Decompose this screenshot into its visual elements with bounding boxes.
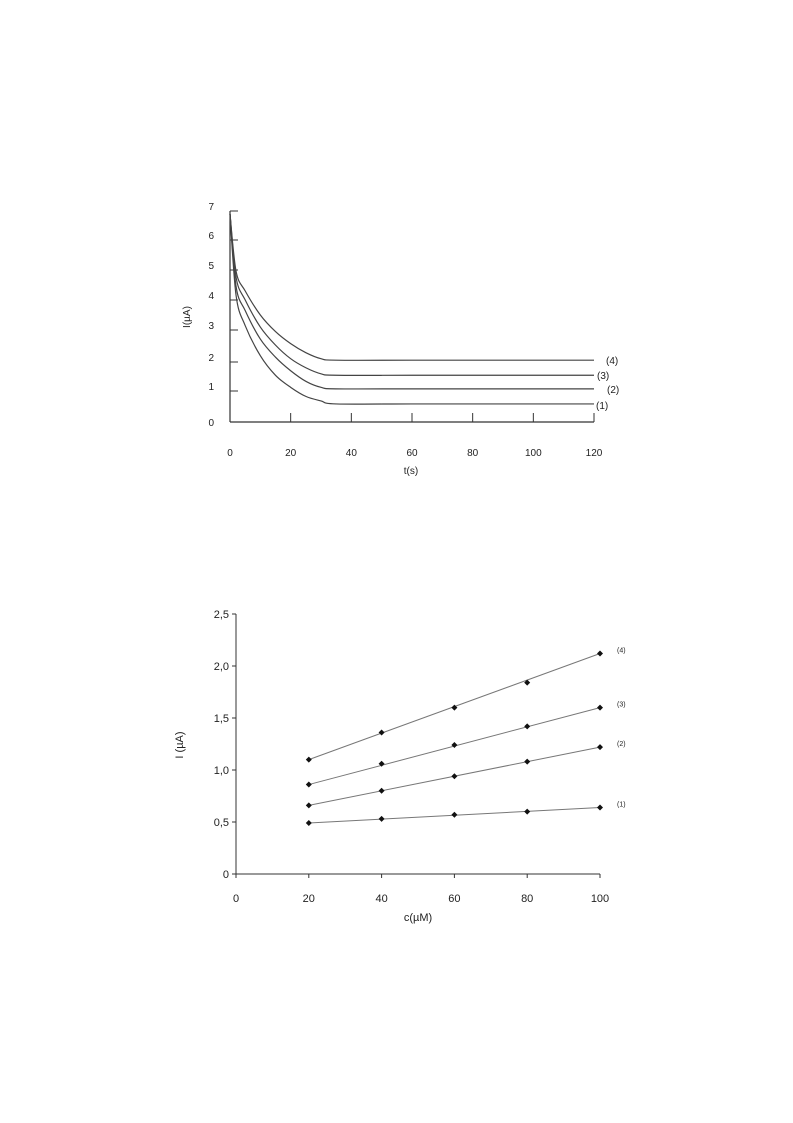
c2-series-layer: (1) (2) (3) (4) — [305, 648, 626, 827]
c2-y-tick-label: 0 — [223, 869, 229, 881]
c2-data-point — [451, 742, 458, 749]
c2-data-point — [597, 650, 603, 657]
c2-data-point — [378, 729, 385, 736]
c1-x-axis-label: t(s) — [404, 466, 418, 477]
c1-y-tick-label: 3 — [208, 321, 214, 332]
chart-current-vs-concentration: 0 0,5 1,0 1,5 2,0 2,5 0 20 40 60 80 100 (1) (2) (3) (4… — [174, 609, 626, 924]
c2-x-tick-label: 0 — [233, 893, 239, 905]
c1-y-tick-label: 6 — [208, 231, 214, 242]
c1-axes: 0 1 2 3 4 5 6 7 0 20 40 60 80 100 120 — [208, 202, 602, 459]
c2-data-point — [524, 808, 531, 815]
c2-x-tick-label: 80 — [521, 893, 533, 905]
c2-data-point — [305, 756, 312, 763]
c1-x-tick-label: 20 — [285, 448, 297, 459]
c2-series-label: (4) — [617, 648, 626, 655]
c2-x-tick-label: 60 — [448, 893, 460, 905]
chart-current-vs-time: 0 1 2 3 4 5 6 7 0 20 40 60 80 100 120 (1) (2) (3) (4) t(s… — [182, 202, 619, 477]
c2-x-tick-label: 100 — [591, 893, 609, 905]
c1-y-tick-label: 7 — [208, 202, 214, 213]
c1-series-label: (4) — [606, 356, 618, 367]
c2-series-label: (2) — [617, 741, 626, 748]
c2-y-tick-label: 2,5 — [214, 609, 229, 621]
c2-data-point — [305, 781, 312, 788]
c2-y-tick-label: 2,0 — [214, 661, 229, 673]
c1-x-tick-label: 100 — [525, 448, 542, 459]
c2-data-point — [378, 760, 385, 767]
c1-series-line — [229, 213, 594, 361]
c1-y-tick-label: 4 — [208, 291, 214, 302]
c2-data-point — [451, 811, 458, 818]
c1-x-tick-label: 60 — [406, 448, 418, 459]
c2-data-point — [597, 704, 603, 711]
c1-series-line — [229, 213, 594, 405]
c1-y-tick-label: 1 — [208, 382, 214, 393]
c1-y-axis-label: I(µA) — [182, 306, 193, 328]
c1-x-tick-label: 40 — [346, 448, 358, 459]
c1-series-label: (2) — [607, 385, 619, 396]
c1-y-tick-label: 0 — [208, 418, 214, 429]
c1-x-tick-label: 120 — [586, 448, 603, 459]
c2-data-point — [451, 773, 458, 780]
c1-series-line — [229, 213, 594, 390]
c2-series-label: (1) — [617, 801, 626, 808]
c1-series-label: (1) — [596, 401, 608, 412]
c2-x-axis-label: c(µM) — [404, 912, 432, 924]
c2-data-point — [305, 820, 312, 827]
c2-data-point — [597, 744, 603, 751]
c2-axes: 0 0,5 1,0 1,5 2,0 2,5 0 20 40 60 80 100 — [214, 609, 609, 905]
c2-data-point — [305, 802, 312, 809]
c2-x-tick-label: 20 — [303, 893, 315, 905]
c2-data-point — [378, 787, 385, 794]
c1-x-tick-label: 80 — [467, 448, 479, 459]
c1-series-label: (3) — [597, 371, 609, 382]
c1-y-tick-label: 5 — [208, 261, 214, 272]
c2-y-tick-label: 1,5 — [214, 713, 229, 725]
c1-y-tick-label: 2 — [208, 353, 214, 364]
c2-data-point — [378, 815, 385, 822]
c2-y-tick-label: 1,0 — [214, 765, 229, 777]
c2-data-point — [524, 758, 531, 765]
c2-x-tick-label: 40 — [375, 893, 387, 905]
c2-y-tick-label: 0,5 — [214, 817, 229, 829]
c2-data-point — [524, 723, 531, 730]
c2-series-label: (3) — [617, 702, 626, 709]
c1-series-layer: (1) (2) (3) (4) — [229, 213, 619, 412]
c2-data-point — [451, 704, 458, 711]
c1-x-tick-label: 0 — [227, 448, 233, 459]
c1-series-line — [229, 213, 594, 376]
c2-data-point — [597, 804, 603, 811]
c2-y-axis-label: I (µA) — [174, 731, 186, 758]
c2-data-point — [524, 679, 531, 686]
